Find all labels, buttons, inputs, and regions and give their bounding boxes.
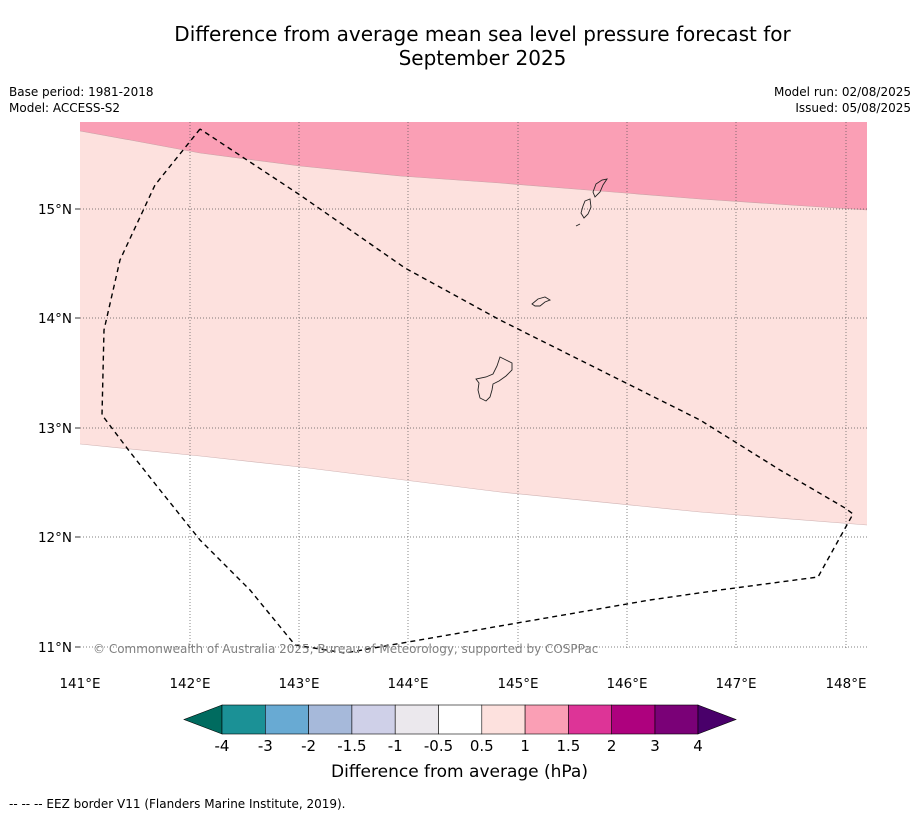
tinian-island	[580, 198, 592, 219]
lon-tick-label: 144°E	[387, 676, 428, 692]
base-period-label: Base period: 1981-2018	[9, 85, 154, 99]
aguijan-island	[575, 223, 581, 227]
eez-border	[101, 128, 854, 654]
colorbar-tick-label: 3	[650, 737, 660, 755]
model-label: Model: ACCESS-S2	[9, 101, 121, 115]
lon-tick-label: 148°E	[825, 676, 866, 692]
lat-tick-label: 15°N	[38, 202, 72, 218]
colorbar-swatch	[568, 704, 613, 735]
colorbar-tick-label: -3	[258, 737, 273, 755]
axis-ticks	[75, 208, 80, 648]
lon-tick-label: 146°E	[606, 676, 647, 692]
lat-tick-labels: 15°N 14°N 13°N 12°N 11°N	[38, 202, 72, 656]
colorbar-caption: Difference from average (hPa)	[331, 762, 588, 782]
colorbar-swatch	[438, 704, 483, 735]
meta-left: Base period: 1981-2018 Model: ACCESS-S2	[9, 84, 154, 116]
colorbar-tick-label: 1	[520, 737, 530, 755]
map-title: Difference from average mean sea level p…	[0, 22, 919, 70]
colorbar-low-extend	[183, 704, 223, 735]
contour-0-5	[79, 443, 868, 526]
colorbar-swatch	[264, 704, 309, 735]
colorbar-tick-label: 2	[607, 737, 617, 755]
lon-tick-label: 143°E	[278, 676, 319, 692]
colorbar-swatch	[481, 704, 526, 735]
band-0-5-to-1	[80, 131, 867, 525]
lat-tick-label: 14°N	[38, 311, 72, 327]
title-line-1: Difference from average mean sea level p…	[174, 22, 791, 46]
lon-tick-label: 142°E	[169, 676, 210, 692]
graticule	[80, 122, 867, 648]
colorbar-swatch	[221, 704, 266, 735]
band-1-to-1-5	[80, 122, 867, 210]
lat-tick-label: 12°N	[38, 530, 72, 546]
colorbar-high-extend	[697, 704, 737, 735]
colorbar-tick-label: 4	[693, 737, 703, 755]
colorbar-swatch	[524, 704, 569, 735]
colorbar-swatch	[394, 704, 439, 735]
colorbar-tick-label: -1	[388, 737, 403, 755]
lat-tick-label: 13°N	[38, 421, 72, 437]
issued-label: Issued: 05/08/2025	[795, 101, 911, 115]
colorbar-tick-label: -4	[215, 737, 230, 755]
meta-right: Model run: 02/08/2025 Issued: 05/08/2025	[774, 84, 911, 116]
lon-tick-labels: 141°E 142°E 143°E 144°E 145°E 146°E 147°…	[59, 676, 866, 692]
colorbar	[183, 704, 737, 735]
lon-tick-label: 147°E	[715, 676, 756, 692]
colorbar-swatch	[308, 704, 353, 735]
colorbar-tick-label: 0.5	[470, 737, 494, 755]
colorbar-tick-label: -1.5	[337, 737, 366, 755]
colorbar-swatch	[351, 704, 396, 735]
rota-island	[531, 296, 552, 307]
colorbar-tick-labels: -4 -3 -2 -1.5 -1 -0.5 0.5 1 1.5 2 3 4	[215, 737, 703, 755]
title-line-2: September 2025	[398, 46, 567, 70]
colorbar-tick-label: -0.5	[424, 737, 453, 755]
contour-1	[79, 130, 868, 211]
colorbar-swatch	[654, 704, 699, 735]
guam-island	[475, 356, 513, 402]
lon-tick-label: 145°E	[497, 676, 538, 692]
colorbar-tick-label: -2	[301, 737, 316, 755]
eez-footnote: -- -- -- EEZ border V11 (Flanders Marine…	[9, 797, 346, 811]
saipan-island	[592, 178, 608, 198]
model-run-label: Model run: 02/08/2025	[773, 85, 911, 99]
colorbar-tick-label: 1.5	[556, 737, 580, 755]
colorbar-swatch	[611, 704, 656, 735]
lon-tick-label: 141°E	[59, 676, 100, 692]
lat-tick-label: 11°N	[38, 640, 72, 656]
copyright-text: © Commonwealth of Australia 2025, Bureau…	[93, 642, 598, 656]
